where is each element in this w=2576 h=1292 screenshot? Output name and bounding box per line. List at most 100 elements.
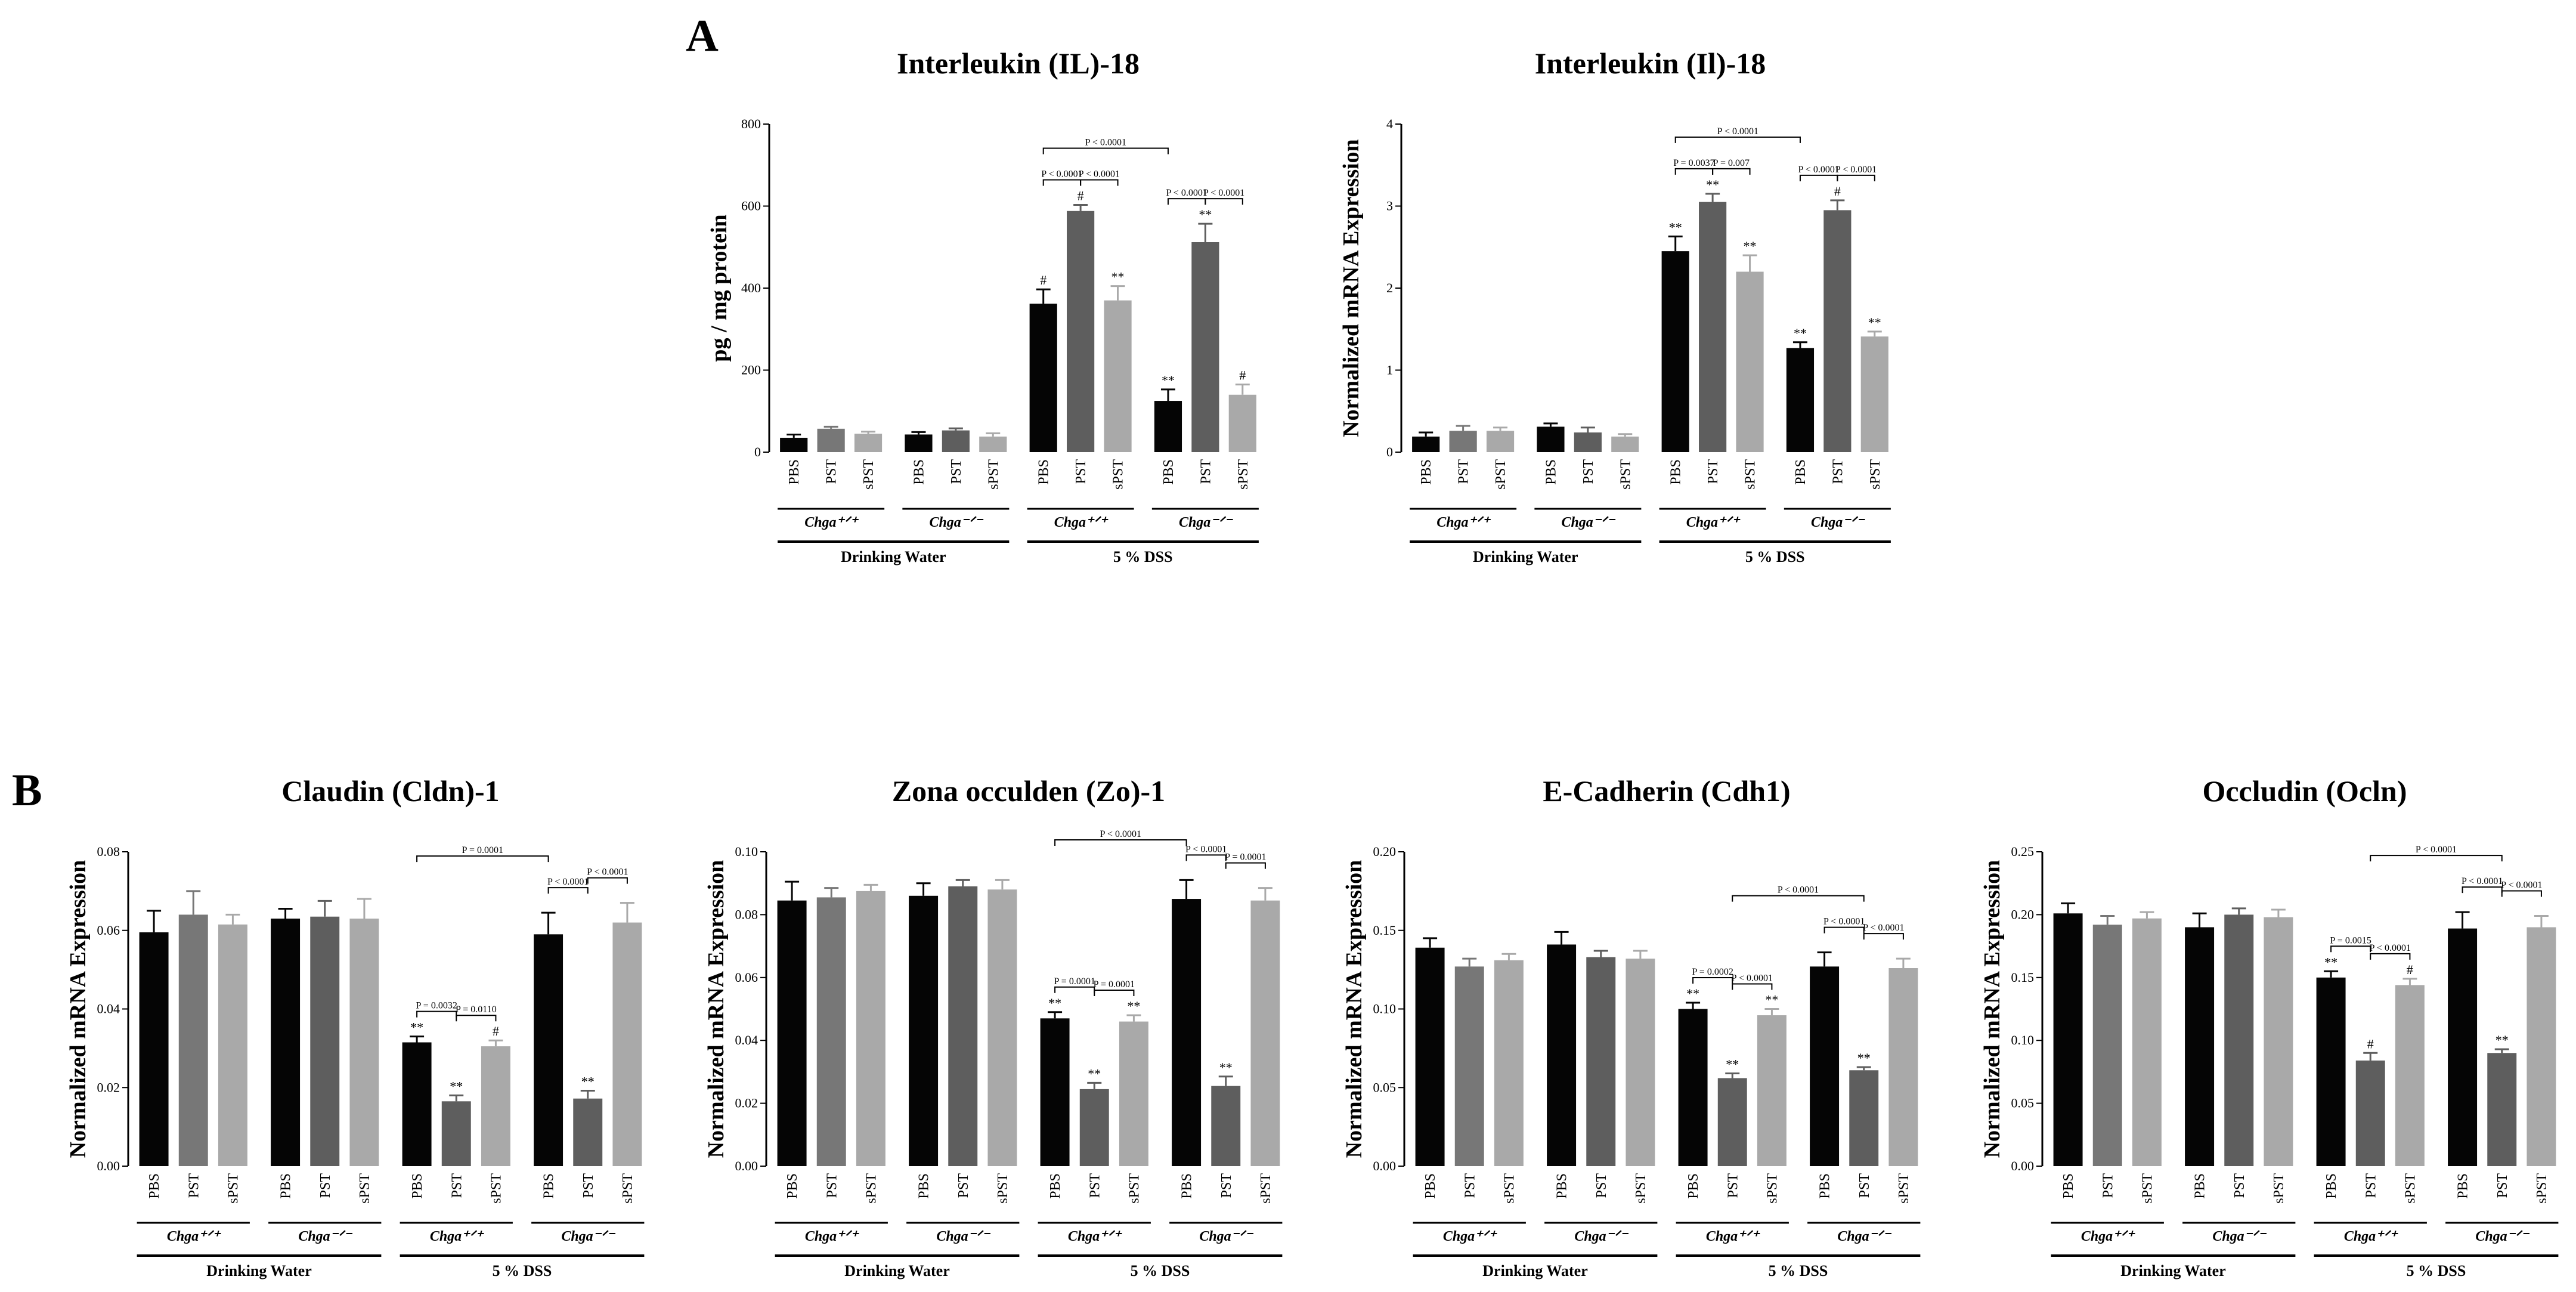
- chart-3: Claudin (Cldn)-1 0.00 0.02 0.04 0.06 0.08 Norm…: [66, 774, 645, 1279]
- chart-title: Occludin (Ocln): [2202, 774, 2407, 808]
- category-label: PBS: [1036, 459, 1052, 485]
- category-label: PBS: [917, 1173, 932, 1199]
- y-tick-label: 0.04: [97, 1002, 120, 1016]
- panel-label-a: A: [686, 11, 719, 61]
- genotype-label: Chga⁺ᐟ⁺: [805, 1229, 859, 1244]
- p-value-label: P < 0.0001: [1835, 165, 1877, 175]
- p-value-label: P = 0.0032: [416, 1001, 457, 1011]
- comparison-bracket: [1225, 862, 1266, 869]
- bar: [905, 434, 933, 452]
- category-label: PBS: [541, 1173, 557, 1199]
- category-label: PST: [2232, 1173, 2247, 1198]
- genotype-label: Chga⁻ᐟ⁻: [2475, 1229, 2529, 1244]
- bar: [2355, 1060, 2385, 1166]
- category-label: PST: [949, 459, 964, 484]
- comparison-bracket: [1080, 179, 1119, 186]
- category-label: PST: [824, 459, 840, 484]
- y-tick-label: 0.10: [1373, 1002, 1397, 1016]
- comparison-bracket: [2370, 855, 2503, 862]
- bar: [854, 434, 883, 452]
- bar: [573, 1098, 603, 1166]
- bar: [2132, 918, 2162, 1166]
- category-label: sPST: [620, 1173, 636, 1204]
- chart-title: Zona occulden (Zo)-1: [892, 774, 1165, 808]
- bar: [139, 932, 169, 1166]
- genotype-label: Chga⁺ᐟ⁺: [2344, 1229, 2398, 1244]
- bar: [2224, 914, 2254, 1166]
- bar: [1494, 960, 1524, 1166]
- p-value-label: P < 0.0001: [1166, 188, 1208, 198]
- y-tick-label: 0.06: [735, 970, 758, 985]
- category-label: PBS: [1818, 1173, 1833, 1199]
- y-tick-label: 0.25: [2011, 844, 2035, 859]
- category-label: sPST: [1258, 1173, 1274, 1204]
- category-label: sPST: [1896, 1173, 1912, 1204]
- category-label: PBS: [2193, 1173, 2208, 1199]
- y-tick-label: 0.08: [735, 907, 758, 922]
- p-value-label: P = 0.0001: [1225, 852, 1266, 863]
- significance-mark: **: [1744, 239, 1757, 254]
- category-label: sPST: [1764, 1173, 1780, 1204]
- significance-mark: **: [1857, 1050, 1871, 1065]
- p-value-label: P = 0.0002: [1692, 967, 1733, 977]
- category-label: PST: [1073, 459, 1089, 484]
- y-tick-label: 0.10: [735, 844, 758, 859]
- bar: [1486, 431, 1515, 452]
- bar: [271, 918, 301, 1166]
- p-value-label: P < 0.0001: [1185, 844, 1227, 854]
- significance-mark: **: [1199, 207, 1212, 222]
- category-label: PST: [1857, 1173, 1872, 1198]
- significance-mark: **: [1219, 1060, 1233, 1075]
- y-axis-label: Normalized mRNA Expression: [1339, 139, 1364, 437]
- significance-mark: **: [1726, 1057, 1739, 1072]
- bar: [817, 428, 845, 452]
- y-tick-label: 0.10: [2011, 1033, 2035, 1047]
- y-tick-label: 0.00: [1373, 1158, 1397, 1173]
- bar: [2487, 1053, 2517, 1166]
- chart-2: Interleukin (Il)-18 0 1 2 3 4 Normalized mRNA …: [1339, 47, 1891, 565]
- genotype-label: Chga⁺ᐟ⁺: [804, 515, 859, 530]
- category-label: PST: [956, 1173, 971, 1198]
- bar: [942, 430, 970, 452]
- category-label: sPST: [357, 1173, 373, 1204]
- bar: [1454, 966, 1484, 1166]
- y-tick-label: 0.00: [97, 1158, 120, 1173]
- panel-label-b: B: [12, 765, 42, 815]
- category-label: sPST: [2534, 1173, 2550, 1204]
- y-axis-label: pg / mg protein: [707, 214, 732, 361]
- p-value-label: P < 0.0001: [1778, 885, 1819, 895]
- bar: [987, 889, 1017, 1166]
- bar: [780, 437, 808, 452]
- comparison-bracket: [1712, 168, 1751, 175]
- comparison-bracket: [1863, 933, 1904, 940]
- comparison-bracket: [1692, 976, 1733, 984]
- category-label: sPST: [1618, 459, 1633, 490]
- category-label: PBS: [1543, 459, 1559, 485]
- p-value-label: P < 0.0001: [2501, 880, 2542, 891]
- p-value-label: P < 0.0001: [1203, 188, 1244, 198]
- category-label: PBS: [911, 459, 927, 485]
- bar: [1228, 394, 1256, 452]
- y-axis-label: Normalized mRNA Expression: [1980, 860, 2005, 1158]
- treatment-label: Drinking Water: [1473, 548, 1578, 565]
- category-label: PBS: [1686, 1173, 1701, 1199]
- p-value-label: P < 0.0001: [1717, 126, 1758, 137]
- category-label: PST: [318, 1173, 333, 1198]
- category-label: sPST: [2271, 1173, 2287, 1204]
- significance-mark: #: [2367, 1036, 2374, 1051]
- significance-mark: **: [581, 1074, 595, 1089]
- category-label: sPST: [225, 1173, 241, 1204]
- bar: [1154, 401, 1182, 452]
- genotype-label: Chga⁻ᐟ⁻: [1561, 515, 1615, 530]
- category-label: sPST: [1501, 1173, 1517, 1204]
- bar: [2092, 925, 2122, 1166]
- y-tick-label: 0.20: [1373, 844, 1397, 859]
- genotype-label: Chga⁺ᐟ⁺: [1436, 515, 1491, 530]
- bar: [1191, 242, 1219, 452]
- category-label: PBS: [1423, 1173, 1438, 1199]
- y-tick-label: 800: [741, 116, 761, 131]
- comparison-bracket: [1042, 179, 1082, 186]
- p-value-label: P = 0.0001: [1054, 976, 1095, 987]
- treatment-label: Drinking Water: [206, 1262, 311, 1279]
